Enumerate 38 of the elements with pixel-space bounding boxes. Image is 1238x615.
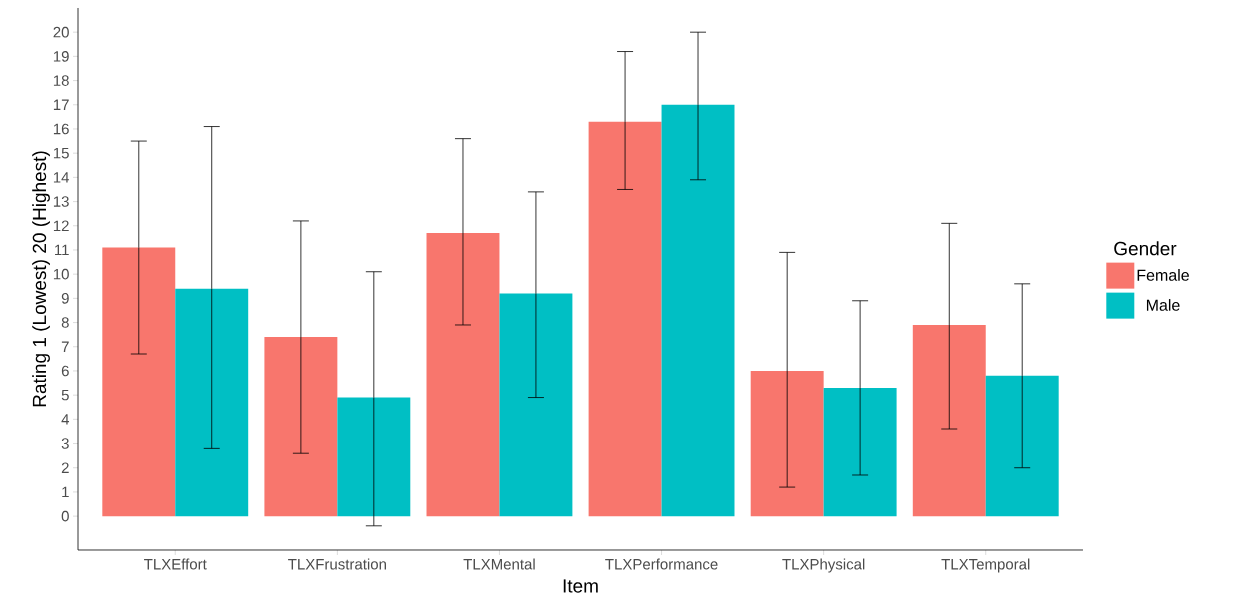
bar xyxy=(426,233,500,517)
bar xyxy=(499,293,573,517)
y-tick-label: 6 xyxy=(61,365,69,377)
bar xyxy=(588,121,662,517)
y-tick-label: 1 xyxy=(62,486,69,498)
bar xyxy=(102,247,176,517)
y-tick-label: 2 xyxy=(61,462,69,473)
y-tick-label: 5 xyxy=(61,389,69,401)
y-tick-label: 9 xyxy=(61,293,69,304)
y-tick-label: 3 xyxy=(61,438,69,449)
x-tick-label: TLXEffort xyxy=(144,558,207,570)
y-tick-label: 18 xyxy=(53,75,69,86)
bar xyxy=(337,397,411,517)
y-tick-label: 19 xyxy=(53,51,69,62)
y-axis-title: Rating 1 (Lowest) 20 (Highest) xyxy=(32,151,50,407)
y-tick-label: 12 xyxy=(53,220,69,231)
legend-title: Gender xyxy=(1114,241,1177,256)
x-tick-label: TLXTemporal xyxy=(941,558,1030,573)
legend-label: Male xyxy=(1146,299,1180,311)
y-tick-label: 14 xyxy=(53,172,70,183)
y-tick-label: 0 xyxy=(61,510,69,522)
y-tick-label: 11 xyxy=(55,244,69,256)
y-tick-label: 10 xyxy=(53,268,69,280)
y-tick-label: 4 xyxy=(61,414,70,425)
y-tick-label: 7 xyxy=(61,341,69,352)
y-tick-label: 13 xyxy=(53,196,69,207)
legend-label: Female xyxy=(1137,269,1189,281)
y-tick-label: 17 xyxy=(53,99,69,110)
x-tick-label: TLXPhysical xyxy=(782,558,865,573)
y-tick-label: 15 xyxy=(53,147,69,159)
y-tick-label: 8 xyxy=(61,317,69,328)
x-tick-label: TLXPerformance xyxy=(605,558,718,570)
x-axis-title: Item xyxy=(563,579,598,593)
y-tick-label: 20 xyxy=(53,26,69,38)
x-tick-label: TLXMental xyxy=(463,558,535,570)
x-tick-label: TLXFrustration xyxy=(288,558,386,570)
y-tick-label: 16 xyxy=(53,123,69,135)
bar xyxy=(661,104,735,517)
